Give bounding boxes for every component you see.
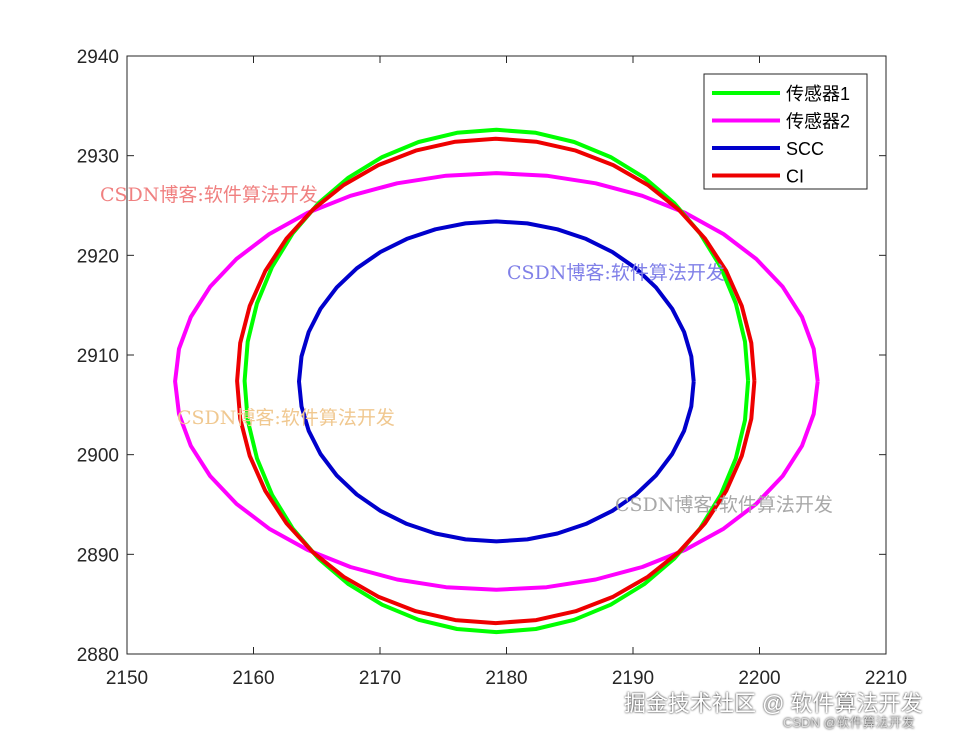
x-tick-label: 2160 bbox=[232, 668, 274, 689]
legend-label: CI bbox=[786, 167, 804, 187]
x-tick-label: 2170 bbox=[359, 668, 401, 689]
x-tick-label: 2180 bbox=[485, 668, 527, 689]
y-tick-label: 2940 bbox=[77, 47, 119, 68]
ticks: 2150 2160 2170 2180 2190 2200 2210 2880 2890 2900… bbox=[77, 47, 907, 689]
legend-label: SCC bbox=[786, 139, 824, 159]
x-tick-label: 2210 bbox=[865, 668, 907, 689]
legend: 传感器1 传感器2 SCC CI bbox=[703, 73, 868, 190]
footer-main: 掘金技术社区 @ 软件算法开发 bbox=[624, 691, 923, 716]
series-line-3 bbox=[235, 136, 757, 626]
y-tick-label: 2880 bbox=[77, 645, 119, 666]
watermark: CSDN博客:软件算法开发 bbox=[615, 494, 833, 516]
watermark: CSDN博客:软件算法开发 bbox=[507, 262, 725, 284]
y-tick-label: 2910 bbox=[77, 346, 119, 367]
x-tick-label: 2150 bbox=[106, 668, 148, 689]
footer-sub: CSDN @软件算法开发 bbox=[783, 715, 915, 730]
legend-label: 传感器2 bbox=[786, 112, 850, 132]
legend-label: 传感器1 bbox=[786, 84, 850, 104]
y-tick-label: 2900 bbox=[77, 446, 119, 467]
series-line-2 bbox=[297, 219, 696, 544]
series-line-0 bbox=[242, 127, 751, 635]
watermark: CSDN博客:软件算法开发 bbox=[100, 184, 318, 206]
y-tick-label: 2890 bbox=[77, 545, 119, 566]
x-tick-label: 2200 bbox=[738, 668, 780, 689]
x-tick-label: 2190 bbox=[612, 668, 654, 689]
y-tick-label: 2930 bbox=[77, 147, 119, 168]
watermark: CSDN博客:软件算法开发 bbox=[177, 407, 395, 429]
curves bbox=[173, 127, 820, 635]
y-tick-label: 2920 bbox=[77, 246, 119, 267]
series-line-1 bbox=[173, 171, 820, 592]
